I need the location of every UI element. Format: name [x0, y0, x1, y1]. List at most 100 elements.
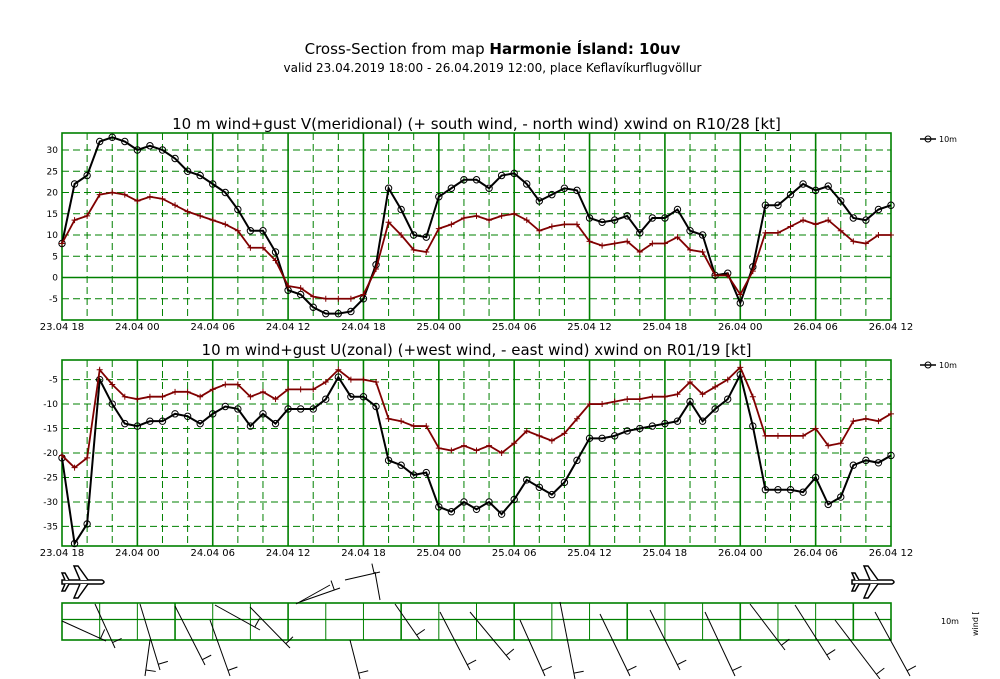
- mean-wind-point: [246, 227, 255, 235]
- gust-point: [837, 440, 844, 447]
- wind-barb-feather: [358, 670, 369, 674]
- gust-point: [385, 219, 392, 226]
- gust-point: [523, 427, 530, 434]
- mean-wind-point: [347, 393, 355, 401]
- wind-barb-feather: [677, 659, 687, 666]
- gust-point: [850, 418, 857, 425]
- mean-wind-point: [83, 171, 91, 180]
- x-tick-label: 26.04 06: [793, 548, 838, 559]
- mean-wind-point: [271, 248, 280, 256]
- y-tick-label: -35: [43, 522, 58, 532]
- gust-point: [749, 268, 756, 275]
- mean-wind-point: [485, 184, 493, 192]
- gust-point: [184, 388, 191, 395]
- gust-point: [96, 191, 103, 198]
- gust-point: [774, 229, 781, 236]
- gust-point: [624, 396, 631, 403]
- mean-wind-point: [497, 171, 506, 180]
- gust-point: [511, 210, 518, 217]
- mean-wind-point: [58, 239, 66, 248]
- mean-wind-point: [472, 505, 481, 513]
- mean-wind-point: [573, 186, 581, 195]
- wind-barb: [94, 603, 116, 649]
- wind-barb: [209, 619, 231, 677]
- gust-point: [322, 295, 329, 302]
- mean-wind-point: [146, 417, 154, 425]
- mean-wind-point: [749, 422, 757, 430]
- mean-wind-point: [158, 146, 167, 154]
- mean-wind-point: [698, 417, 707, 425]
- gust-point: [536, 432, 543, 439]
- plot-frame: [61, 132, 892, 321]
- mean-wind-point: [811, 186, 820, 195]
- gust-point: [209, 217, 216, 224]
- mean-wind-point: [837, 197, 845, 205]
- mean-wind-point: [133, 422, 142, 430]
- mean-wind-point: [322, 309, 330, 318]
- gust-point: [674, 391, 681, 398]
- gust-point: [888, 232, 894, 238]
- gust-point: [837, 227, 844, 234]
- mean-wind-point: [259, 227, 267, 235]
- mean-wind-point: [497, 510, 506, 518]
- x-tick-label: 25.04 06: [492, 322, 537, 333]
- gust-point: [96, 366, 103, 373]
- gust-point: [297, 285, 304, 292]
- gust-point: [511, 440, 518, 447]
- gust-point: [737, 364, 744, 371]
- wind-barb-feather: [876, 667, 885, 675]
- mean-wind-line: [61, 136, 892, 315]
- mean-wind-point: [133, 146, 142, 154]
- y-tick-label: -25: [43, 473, 58, 483]
- mean-wind-point: [724, 395, 732, 403]
- mean-wind-point: [108, 400, 116, 408]
- wind-barb-feather: [112, 637, 122, 643]
- x-tick-label: 24.04 12: [266, 548, 311, 559]
- mean-wind-point: [284, 405, 292, 413]
- mean-wind-point: [636, 229, 644, 237]
- gust-point: [586, 401, 593, 408]
- wind-barb-feather: [371, 563, 375, 574]
- gust-point: [486, 217, 493, 224]
- wind-barb: [349, 639, 361, 679]
- mean-wind-point: [409, 471, 418, 479]
- gust-point: [498, 450, 505, 456]
- mean-wind-point: [862, 216, 870, 224]
- mean-wind-point: [824, 500, 832, 509]
- x-tick-label: 24.04 06: [190, 322, 235, 333]
- gust-point: [636, 249, 643, 255]
- mean-wind-point: [598, 218, 606, 226]
- gust-point: [335, 366, 342, 373]
- gust-point: [146, 193, 153, 200]
- x-tick-label: 25.04 00: [417, 548, 462, 559]
- wind-barb-feather: [573, 670, 584, 674]
- mean-wind-point: [585, 214, 594, 222]
- gust-point: [71, 217, 78, 224]
- mean-wind-point: [397, 205, 405, 214]
- legend-marker: [924, 135, 932, 143]
- mean-wind-point: [636, 424, 644, 433]
- legend-label: 10m: [939, 361, 957, 370]
- y-tick-label: 5: [52, 252, 58, 262]
- mean-wind-point: [422, 233, 430, 241]
- gust-point: [423, 249, 430, 255]
- gust-point: [460, 215, 467, 221]
- gust-point: [121, 191, 128, 198]
- y-tick-label: 20: [47, 189, 59, 199]
- gust-point: [812, 425, 819, 432]
- gust-point: [209, 386, 216, 393]
- gust-point: [410, 246, 417, 253]
- gust-point: [536, 227, 543, 234]
- gust-point: [310, 293, 317, 300]
- gust-point: [699, 249, 706, 255]
- gust-point: [197, 393, 204, 400]
- gust-point: [347, 376, 354, 383]
- mean-wind-point: [234, 405, 242, 413]
- mean-wind-point: [158, 417, 167, 425]
- x-tick-label: 24.04 06: [190, 548, 235, 559]
- gust-point: [573, 221, 580, 228]
- mean-wind-point: [435, 503, 443, 511]
- mean-wind-point: [560, 478, 569, 487]
- gust-point: [297, 386, 304, 393]
- gust-point: [134, 396, 141, 403]
